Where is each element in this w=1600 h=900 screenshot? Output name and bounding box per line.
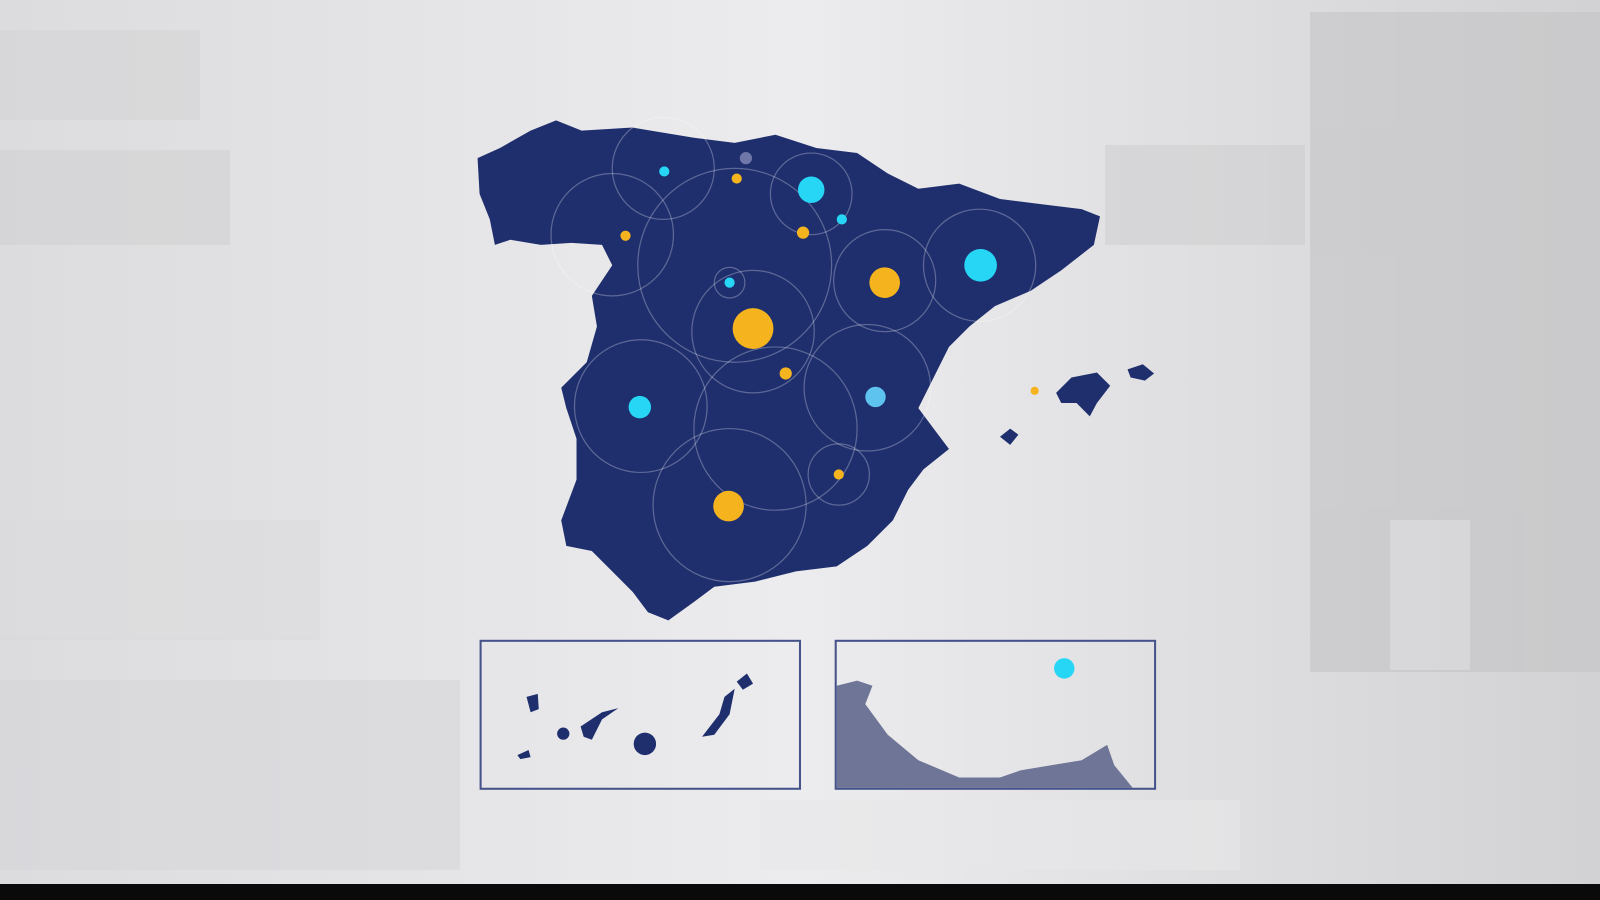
mallorca: [1056, 372, 1111, 417]
ring: [693, 346, 858, 511]
panel: [0, 520, 320, 640]
ring: [807, 443, 870, 506]
ibiza: [999, 428, 1019, 445]
dot: [739, 152, 753, 165]
ring: [833, 228, 937, 333]
dot: [797, 176, 825, 204]
ceuta-melilla-inset: [834, 639, 1157, 790]
ring: [611, 116, 715, 220]
map: [477, 116, 1157, 790]
dot: [869, 267, 900, 298]
ring: [769, 152, 853, 236]
city-dots: [620, 152, 1039, 522]
dot: [628, 395, 652, 419]
dot: [865, 386, 886, 408]
dot: [1054, 658, 1075, 679]
background-panels: [0, 12, 1600, 870]
panel: [1390, 520, 1470, 670]
panel: [0, 30, 200, 120]
island: [557, 727, 570, 740]
canary-inset: [479, 639, 802, 790]
bottom-bar: [0, 884, 1600, 900]
ring: [803, 323, 932, 452]
dot: [779, 367, 792, 380]
inset-frame: [479, 639, 802, 790]
panel: [0, 150, 230, 245]
dot: [964, 248, 997, 282]
inset-frame: [834, 639, 1157, 790]
network-rings: [550, 116, 1037, 583]
island: [517, 749, 531, 760]
dot: [833, 469, 844, 480]
dot: [732, 308, 774, 349]
menorca: [1127, 364, 1155, 381]
ring: [922, 208, 1037, 323]
island: [526, 693, 539, 713]
coastline: [836, 680, 1133, 788]
ring: [550, 172, 675, 297]
island: [633, 732, 657, 756]
island: [702, 688, 735, 737]
island: [736, 673, 754, 690]
ring: [637, 167, 833, 363]
dot: [724, 277, 735, 288]
ring: [713, 266, 746, 299]
panel: [760, 800, 1240, 870]
dot: [836, 214, 847, 225]
dot: [713, 490, 744, 522]
panel: [1105, 145, 1305, 245]
island: [580, 708, 619, 740]
dot: [659, 166, 670, 177]
ring: [652, 427, 807, 583]
dot: [796, 226, 810, 239]
dot: [620, 230, 631, 241]
panel: [0, 680, 460, 870]
dot: [1030, 386, 1039, 395]
dot: [731, 173, 742, 184]
ring: [573, 339, 708, 474]
ring: [691, 269, 815, 394]
